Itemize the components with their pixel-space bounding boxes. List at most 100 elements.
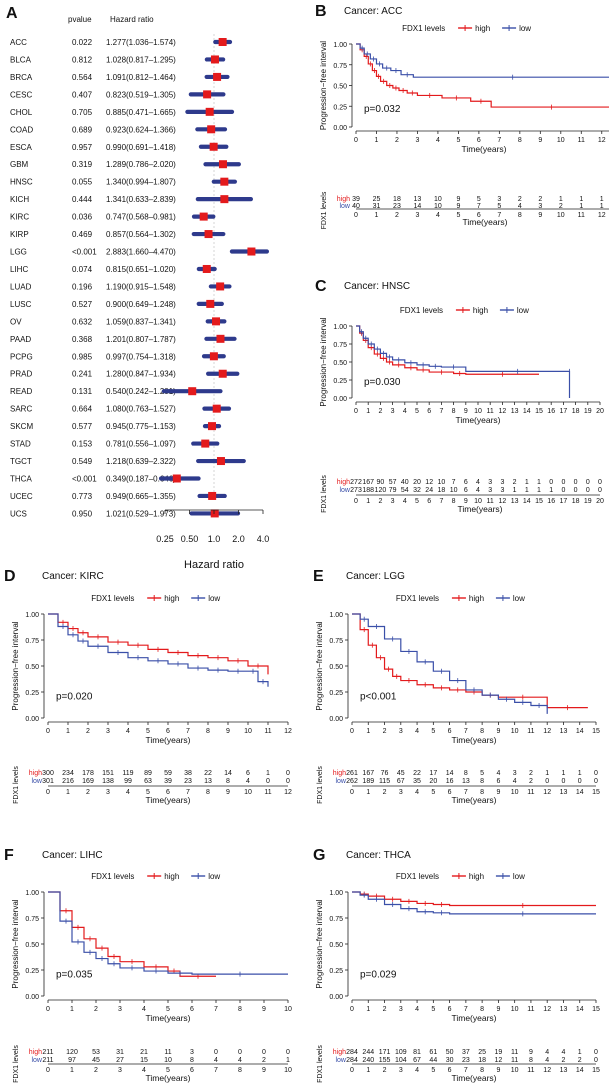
x-tick-label: 11: [487, 408, 494, 415]
km-title: Cancer: KIRC: [42, 571, 104, 582]
x-tick-label: 5: [431, 1006, 435, 1013]
x-tick-label: 4: [142, 1006, 146, 1013]
forest-row: COAD 0.689 0.923(0.624–1.366): [10, 125, 228, 134]
x-tick-label: 8: [518, 137, 522, 144]
forest-hr-text: 1.201(0.807–1.787): [106, 335, 176, 344]
forest-row: PRAD 0.241 1.280(0.847–1.934): [10, 369, 240, 379]
y-tick-label: 0.75: [25, 916, 39, 923]
risk-count: 8: [480, 778, 484, 785]
risk-table-y-label: FDX1 levels: [321, 191, 328, 229]
risk-count: 0: [598, 479, 602, 486]
forest-row: READ 0.131 0.540(0.242–1.201): [10, 387, 223, 396]
risk-count: 115: [379, 778, 390, 785]
risk-count: 4: [214, 1057, 218, 1064]
km-curve-high: [48, 613, 269, 675]
risk-count: 12: [495, 1057, 503, 1064]
risk-count: 273: [350, 487, 362, 494]
risk-x-tick-label: 11: [264, 789, 271, 796]
forest-row: KIRP 0.469 0.857(0.564–1.302): [10, 230, 226, 239]
risk-count: 167: [362, 770, 374, 777]
risk-x-tick-label: 20: [596, 498, 604, 505]
y-tick-label: 1.00: [333, 324, 347, 331]
risk-x-tick-label: 3: [391, 498, 395, 505]
forest-cancer-label: THCA: [10, 475, 32, 484]
risk-count: 31: [116, 1049, 124, 1056]
risk-x-tick-label: 9: [496, 1067, 500, 1074]
y-tick-label: 1.00: [333, 42, 347, 49]
risk-row-label: low: [339, 203, 350, 210]
risk-x-tick-label: 1: [70, 1067, 74, 1074]
forest-pvalue: 0.632: [72, 317, 93, 326]
risk-count: 8: [529, 1057, 533, 1064]
y-tick-label: 0.00: [333, 396, 347, 403]
risk-count: 1: [545, 770, 549, 777]
risk-count: 138: [102, 778, 114, 785]
y-tick-label: 0.75: [329, 638, 343, 645]
forest-row: ACC 0.022 1.277(1.036–1.574): [10, 38, 233, 47]
forest-hr-text: 0.747(0.568–0.981): [106, 213, 176, 222]
forest-hr-box: [208, 422, 217, 431]
risk-x-tick-label: 15: [592, 789, 600, 796]
y-tick-label: 0.50: [25, 664, 39, 671]
risk-x-tick-label: 6: [448, 1067, 452, 1074]
risk-count: 5: [497, 203, 501, 210]
risk-count: 24: [425, 487, 433, 494]
risk-count: 18: [438, 487, 446, 494]
risk-row-label: low: [335, 1057, 346, 1064]
risk-x-tick-label: 3: [415, 212, 419, 219]
risk-count: 8: [464, 770, 468, 777]
x-tick-label: 0: [350, 1006, 354, 1013]
forest-hr-text: 0.823(0.519–1.305): [106, 90, 176, 99]
risk-count: 0: [266, 778, 270, 785]
x-tick-label: 8: [206, 728, 210, 735]
risk-count: 21: [140, 1049, 148, 1056]
risk-x-tick-label: 10: [511, 789, 519, 796]
panel-label: E: [313, 568, 324, 585]
risk-table-y-label: FDX1 levels: [317, 766, 324, 804]
km-curve-low: [356, 325, 571, 398]
risk-count: 1: [579, 203, 583, 210]
forest-row: LUAD 0.196 1.190(0.915–1.548): [10, 282, 232, 291]
risk-count: 76: [381, 770, 389, 777]
y-axis-label: Progression−free interval: [319, 317, 328, 406]
risk-x-tick-label: 14: [576, 789, 584, 796]
y-tick-label: 0.25: [25, 968, 39, 975]
km-title: Cancer: LIHC: [42, 850, 103, 861]
y-axis-label: Progression−free interval: [11, 621, 20, 710]
risk-count: 14: [224, 770, 232, 777]
y-tick-label: 0.00: [25, 716, 39, 723]
legend-label: high: [469, 594, 484, 603]
legend-label: low: [208, 594, 220, 603]
x-tick-label: 18: [572, 408, 580, 415]
risk-x-tick-label: 1: [366, 498, 370, 505]
risk-x-tick-label: 8: [518, 212, 522, 219]
risk-x-tick-label: 4: [415, 1067, 419, 1074]
p-value-label: p=0.032: [364, 104, 401, 115]
km-curve-high: [352, 891, 596, 907]
forest-hr-box: [218, 160, 227, 169]
forest-row: OV 0.632 1.059(0.837–1.341): [10, 317, 227, 326]
forest-pvalue: 0.036: [72, 213, 93, 222]
risk-count: 188: [362, 487, 374, 494]
risk-count: 9: [456, 203, 460, 210]
risk-count: 13: [462, 778, 470, 785]
x-tick-label: 0: [354, 408, 358, 415]
risk-x-tick-label: 8: [452, 498, 456, 505]
risk-x-axis-label: Time(years): [462, 217, 507, 227]
risk-count: 3: [497, 196, 501, 203]
x-tick-label: 6: [166, 728, 170, 735]
risk-count: 1: [600, 203, 604, 210]
forest-hr-text: 0.997(0.754–1.318): [106, 352, 176, 361]
risk-x-tick-label: 13: [560, 789, 568, 796]
risk-count: 17: [429, 770, 437, 777]
forest-hr-box: [220, 177, 229, 186]
x-tick-label: 15: [535, 408, 543, 415]
forest-pvalue: 0.444: [72, 195, 93, 204]
risk-x-tick-label: 2: [94, 1067, 98, 1074]
risk-count: 23: [462, 1057, 470, 1064]
forest-cancer-label: ACC: [10, 38, 27, 47]
legend-label: high: [473, 306, 488, 315]
risk-count: 4: [518, 203, 522, 210]
forest-row: LIHC 0.074 0.815(0.651–1.020): [10, 264, 217, 274]
risk-count: 11: [164, 1049, 171, 1056]
